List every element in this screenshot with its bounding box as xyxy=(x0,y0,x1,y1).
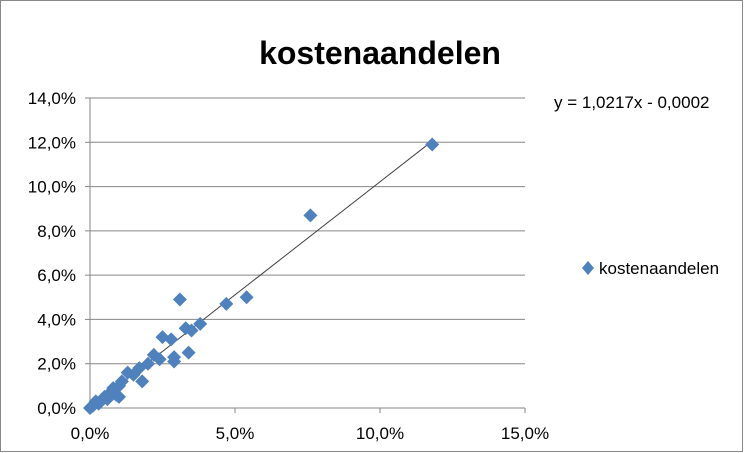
data-point xyxy=(167,350,182,365)
data-point xyxy=(141,356,155,371)
y-tick-label: 14,0% xyxy=(28,89,76,108)
y-tick-label: 8,0% xyxy=(37,222,76,241)
y-tick-label: 2,0% xyxy=(37,355,76,374)
data-point xyxy=(114,374,129,389)
data-point xyxy=(425,137,440,152)
legend-marker-diamond xyxy=(582,261,594,275)
legend-label: kostenaandelen xyxy=(599,259,719,278)
trendline-equation: y = 1,0217x - 0,0002 xyxy=(554,93,709,112)
chart-title: kostenaandelen xyxy=(259,35,501,71)
x-axis: 0,0% 5,0% 10,0% 15,0% xyxy=(71,407,549,443)
data-point xyxy=(135,374,150,389)
y-axis: 0,0% 2,0% 4,0% 6,0% 8,0% 10,0% 12,0% 14,0% xyxy=(28,89,91,418)
data-point xyxy=(239,290,254,305)
x-tick-label: 5,0% xyxy=(216,424,255,443)
data-point xyxy=(184,323,199,338)
x-tick-label: 0,0% xyxy=(71,424,110,443)
data-point xyxy=(164,332,179,347)
x-tick-label: 15,0% xyxy=(501,424,549,443)
data-point xyxy=(172,292,187,307)
data-point xyxy=(219,296,234,311)
y-tick-label: 10,0% xyxy=(28,178,76,197)
data-point xyxy=(152,352,167,367)
data-point xyxy=(181,345,196,360)
legend: kostenaandelen xyxy=(582,259,719,278)
scatter-points xyxy=(83,137,440,415)
y-tick-label: 0,0% xyxy=(37,399,76,418)
y-tick-label: 4,0% xyxy=(37,310,76,329)
data-point xyxy=(193,316,208,331)
x-tick-label: 10,0% xyxy=(356,424,404,443)
data-point xyxy=(303,208,318,223)
y-tick-label: 6,0% xyxy=(37,266,76,285)
plot-area: 0,0% 2,0% 4,0% 6,0% 8,0% 10,0% 12,0% 14,0% 0,0%… xyxy=(28,89,549,443)
data-point xyxy=(112,389,126,404)
y-tick-label: 12,0% xyxy=(28,133,76,152)
gridlines xyxy=(90,97,525,365)
